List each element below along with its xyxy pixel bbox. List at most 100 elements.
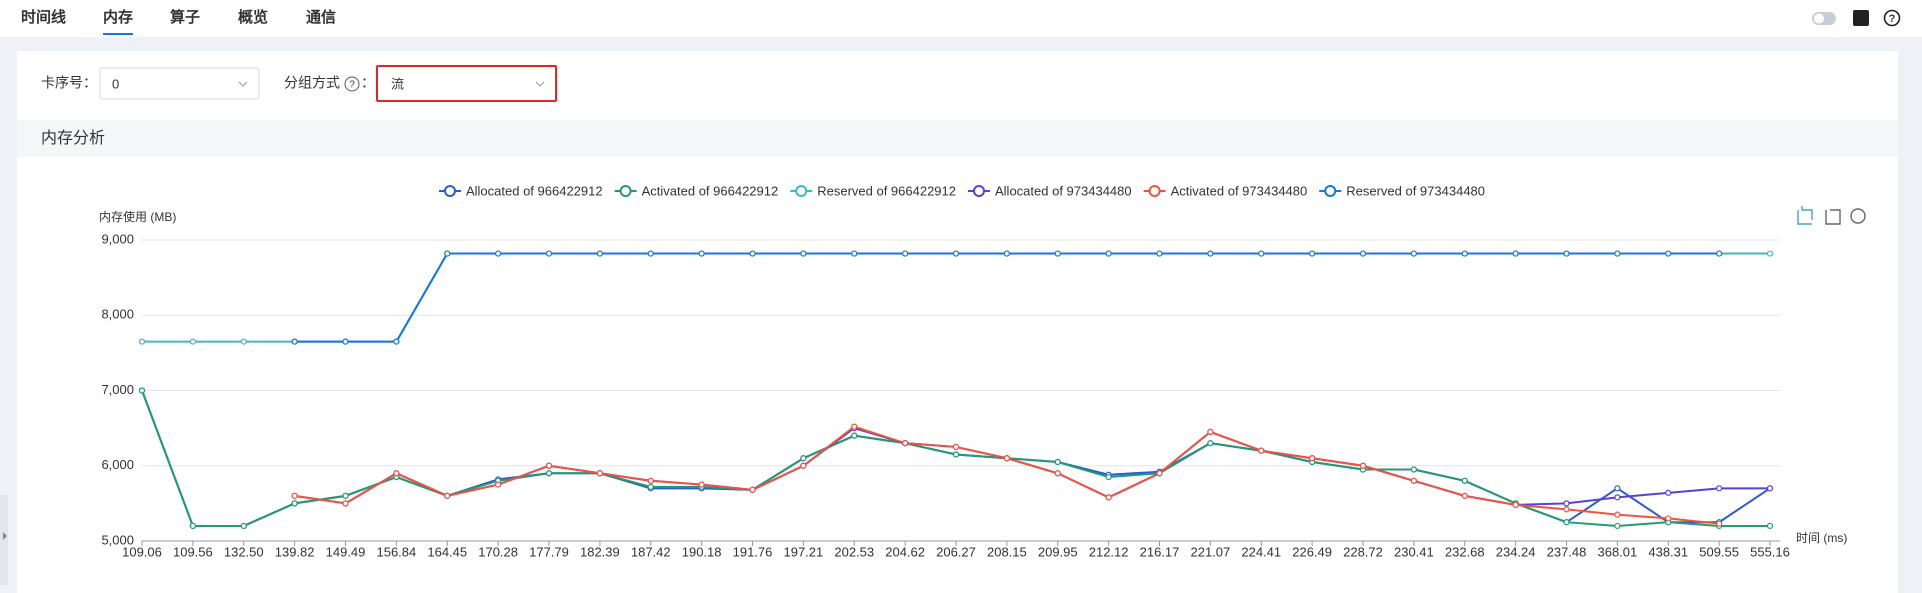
toggle-knob bbox=[1814, 13, 1824, 24]
series-point bbox=[800, 250, 807, 257]
x-tick-label: 212.12 bbox=[1089, 544, 1129, 559]
series-point bbox=[1614, 494, 1621, 501]
x-tick-label: 182.39 bbox=[580, 544, 620, 559]
tab[interactable]: 通信 bbox=[306, 8, 336, 26]
help-icon[interactable] bbox=[1883, 9, 1901, 27]
series-point bbox=[545, 462, 553, 469]
series-point bbox=[1054, 458, 1061, 466]
zoom-icon[interactable] bbox=[1797, 206, 1813, 225]
legend-item[interactable]: Reserved of 973434480 bbox=[1319, 183, 1485, 198]
series-point bbox=[1461, 477, 1468, 484]
series-point bbox=[1563, 250, 1570, 257]
x-tick-label: 237.48 bbox=[1547, 544, 1587, 559]
language-icon[interactable] bbox=[1853, 10, 1869, 26]
series-point bbox=[342, 500, 349, 507]
series-point bbox=[1665, 250, 1672, 257]
y-tick-label: 7,000 bbox=[101, 382, 134, 397]
series-point bbox=[1410, 477, 1417, 484]
series-point bbox=[545, 250, 553, 257]
series-point bbox=[240, 522, 247, 530]
series-point bbox=[851, 432, 858, 439]
series-point bbox=[1461, 492, 1468, 499]
series-point bbox=[647, 477, 654, 484]
legend-item[interactable]: Allocated of 966422912 bbox=[438, 183, 603, 198]
series-point bbox=[749, 486, 756, 493]
legend-item[interactable]: Activated of 973434480 bbox=[1143, 183, 1308, 198]
x-axis-label: 时间 (ms) bbox=[1796, 531, 1847, 545]
series-point bbox=[749, 250, 756, 257]
side-handle[interactable] bbox=[0, 495, 8, 585]
y-tick-label: 6,000 bbox=[101, 457, 134, 472]
series-point bbox=[698, 250, 705, 257]
series-point bbox=[1359, 250, 1367, 257]
info-icon[interactable] bbox=[344, 76, 360, 92]
series-point bbox=[1665, 515, 1672, 522]
tab[interactable]: 时间线 bbox=[21, 8, 66, 26]
x-tick-label: 232.68 bbox=[1445, 544, 1485, 559]
series-point bbox=[1563, 506, 1570, 513]
legend-label: Allocated of 973434480 bbox=[995, 183, 1132, 198]
legend-item[interactable]: Allocated of 973434480 bbox=[968, 183, 1132, 198]
restore-icon[interactable] bbox=[1850, 208, 1866, 224]
legend-label: Reserved of 973434480 bbox=[1346, 183, 1485, 198]
x-tick-label: 368.01 bbox=[1597, 544, 1637, 559]
series-point bbox=[1054, 470, 1061, 477]
x-tick-label: 224.41 bbox=[1241, 544, 1281, 559]
section-header bbox=[17, 120, 1898, 157]
x-tick-label: 206.27 bbox=[936, 544, 976, 559]
series-point bbox=[444, 492, 451, 499]
series-point bbox=[189, 522, 196, 530]
series-point bbox=[1716, 520, 1723, 527]
series-point bbox=[596, 470, 603, 477]
series-point bbox=[1766, 485, 1774, 492]
series-point bbox=[1105, 250, 1112, 257]
x-tick-label: 234.24 bbox=[1496, 544, 1536, 559]
legend-label: Activated of 973434480 bbox=[1171, 183, 1308, 198]
series-point bbox=[1156, 470, 1163, 477]
legend-item[interactable]: Reserved of 966422912 bbox=[790, 183, 956, 198]
series-point bbox=[851, 423, 858, 430]
series-point bbox=[189, 338, 196, 345]
filter-label: 分组方式 bbox=[284, 75, 340, 91]
filter-separator: ： bbox=[361, 75, 375, 91]
legend-marker bbox=[619, 185, 632, 197]
group-select[interactable] bbox=[376, 65, 557, 102]
help-glyph: ? bbox=[1889, 13, 1896, 25]
series-point bbox=[952, 443, 960, 451]
x-tick-label: 208.15 bbox=[987, 544, 1027, 559]
series-point bbox=[596, 250, 603, 257]
series-point bbox=[393, 470, 400, 477]
series-point bbox=[902, 440, 909, 447]
x-tick-label: 204.62 bbox=[885, 544, 925, 559]
legend-item[interactable]: Activated of 966422912 bbox=[614, 183, 779, 198]
legend-marker bbox=[1324, 185, 1337, 197]
x-tick-label: 132.50 bbox=[224, 544, 264, 559]
x-tick-label: 170.28 bbox=[478, 544, 518, 559]
x-tick-label: 109.56 bbox=[173, 544, 213, 559]
x-tick-label: 187.42 bbox=[631, 544, 671, 559]
x-tick-label: 190.18 bbox=[682, 544, 722, 559]
tab[interactable]: 算子 bbox=[170, 8, 200, 26]
x-tick-label: 509.55 bbox=[1699, 544, 1739, 559]
series-point bbox=[902, 250, 909, 257]
side-arrow bbox=[3, 532, 7, 540]
series-point bbox=[1563, 519, 1570, 526]
series-point bbox=[800, 462, 807, 469]
series-point bbox=[1512, 501, 1519, 508]
top-bar bbox=[0, 0, 1922, 37]
series-point bbox=[800, 455, 807, 462]
tab[interactable]: 概览 bbox=[238, 8, 268, 26]
series-point bbox=[1309, 455, 1316, 462]
series-point bbox=[1614, 511, 1621, 518]
series-point bbox=[291, 500, 298, 507]
x-tick-label: 139.82 bbox=[275, 544, 315, 559]
tab[interactable]: 内存 bbox=[103, 8, 133, 26]
series-point bbox=[1461, 250, 1468, 257]
legend-marker bbox=[973, 185, 985, 197]
legend-marker bbox=[795, 185, 808, 197]
card-select[interactable] bbox=[99, 67, 260, 100]
series-point bbox=[1359, 462, 1367, 469]
zoom-reset-icon[interactable] bbox=[1825, 209, 1841, 225]
x-tick-label: 202.53 bbox=[834, 544, 874, 559]
